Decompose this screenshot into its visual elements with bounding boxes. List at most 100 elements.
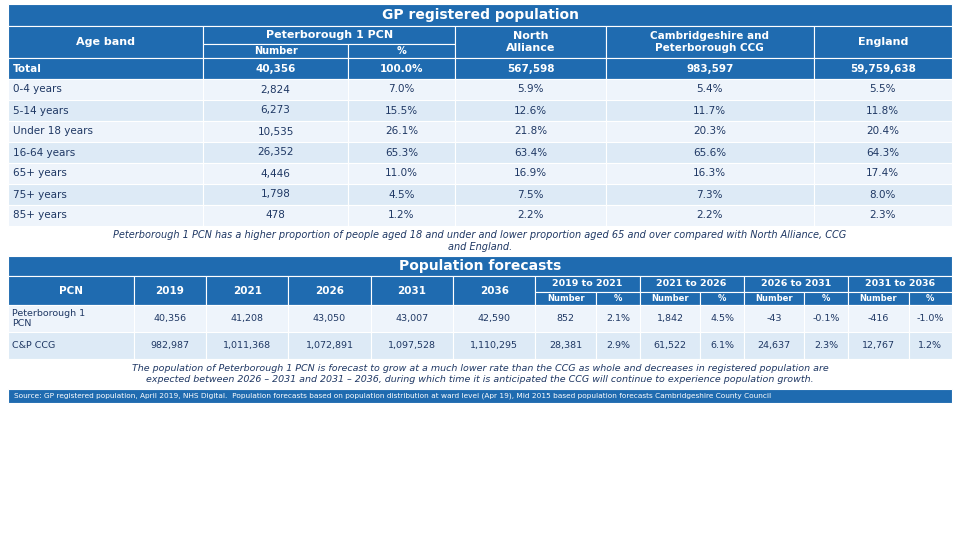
Text: 43,007: 43,007 (396, 314, 428, 323)
Text: 478: 478 (266, 211, 285, 220)
Text: 65+ years: 65+ years (13, 168, 67, 179)
Text: 2026 to 2031: 2026 to 2031 (760, 280, 831, 288)
Bar (206, 276, 288, 305)
Bar (744, 292, 804, 305)
Bar (133, 305, 206, 332)
Text: 16.3%: 16.3% (693, 168, 727, 179)
Bar (371, 332, 453, 359)
Text: 2,824: 2,824 (260, 84, 291, 94)
Bar (371, 305, 453, 332)
Bar (204, 100, 348, 121)
Text: Population forecasts: Population forecasts (398, 259, 562, 273)
Text: North
Alliance: North Alliance (506, 31, 555, 53)
Text: 16.9%: 16.9% (515, 168, 547, 179)
Bar (348, 205, 455, 226)
Text: 26.1%: 26.1% (385, 126, 419, 137)
Text: 2019 to 2021: 2019 to 2021 (552, 280, 623, 288)
Bar (453, 305, 536, 332)
Text: 100.0%: 100.0% (380, 64, 423, 73)
Bar (606, 58, 814, 79)
Bar (8, 389, 952, 403)
Bar (204, 163, 348, 184)
Bar (348, 184, 455, 205)
Bar (814, 58, 952, 79)
Text: 2.2%: 2.2% (697, 211, 723, 220)
Bar (8, 58, 204, 79)
Bar (8, 142, 204, 163)
Text: 43,050: 43,050 (313, 314, 347, 323)
Bar (744, 332, 804, 359)
Bar (455, 205, 606, 226)
Bar (639, 305, 700, 332)
Text: Number: Number (547, 294, 585, 303)
Bar (204, 26, 455, 44)
Text: 5.5%: 5.5% (870, 84, 896, 94)
Text: 8.0%: 8.0% (870, 190, 896, 199)
Text: 16-64 years: 16-64 years (13, 147, 75, 158)
Text: 40,356: 40,356 (154, 314, 186, 323)
Text: 567,598: 567,598 (507, 64, 555, 73)
Text: 63.4%: 63.4% (515, 147, 547, 158)
Text: 0-4 years: 0-4 years (13, 84, 61, 94)
Bar (455, 184, 606, 205)
Bar (348, 44, 455, 58)
Text: 11.8%: 11.8% (866, 105, 900, 116)
Text: Total: Total (13, 64, 42, 73)
Bar (804, 305, 848, 332)
Bar (8, 305, 133, 332)
Text: 12.6%: 12.6% (515, 105, 547, 116)
Bar (204, 142, 348, 163)
Text: 1,011,368: 1,011,368 (223, 341, 272, 350)
Text: 2021 to 2026: 2021 to 2026 (657, 280, 727, 288)
Bar (455, 100, 606, 121)
Text: 4,446: 4,446 (260, 168, 291, 179)
Text: 1,842: 1,842 (657, 314, 684, 323)
Text: 64.3%: 64.3% (866, 147, 900, 158)
Text: 4.5%: 4.5% (388, 190, 415, 199)
Bar (8, 26, 204, 58)
Bar (606, 100, 814, 121)
Text: Number: Number (859, 294, 897, 303)
Text: 65.3%: 65.3% (385, 147, 419, 158)
Bar (348, 121, 455, 142)
Text: 41,208: 41,208 (230, 314, 264, 323)
Text: %: % (926, 294, 934, 303)
Bar (133, 332, 206, 359)
Bar (348, 142, 455, 163)
Bar (8, 184, 204, 205)
Text: %: % (718, 294, 726, 303)
Bar (204, 205, 348, 226)
Bar (204, 79, 348, 100)
Text: Under 18 years: Under 18 years (13, 126, 93, 137)
Text: 28,381: 28,381 (549, 341, 583, 350)
Bar (744, 276, 848, 292)
Text: 42,590: 42,590 (478, 314, 511, 323)
Text: 7.5%: 7.5% (517, 190, 544, 199)
Bar (814, 205, 952, 226)
Text: 852: 852 (557, 314, 575, 323)
Bar (455, 58, 606, 79)
Text: %: % (396, 46, 406, 56)
Text: 2.3%: 2.3% (814, 341, 838, 350)
Text: 4.5%: 4.5% (710, 314, 734, 323)
Text: 7.0%: 7.0% (389, 84, 415, 94)
Bar (348, 100, 455, 121)
Text: 17.4%: 17.4% (866, 168, 900, 179)
Bar (744, 305, 804, 332)
Bar (700, 305, 744, 332)
Text: 5-14 years: 5-14 years (13, 105, 68, 116)
Text: The population of Peterborough 1 PCN is forecast to grow at a much lower rate th: The population of Peterborough 1 PCN is … (132, 364, 828, 384)
Text: Peterborough 1 PCN has a higher proportion of people aged 18 and under and lower: Peterborough 1 PCN has a higher proporti… (113, 230, 847, 252)
Bar (8, 163, 204, 184)
Bar (8, 256, 952, 276)
Bar (814, 79, 952, 100)
Bar (288, 276, 371, 305)
Bar (814, 184, 952, 205)
Bar (908, 305, 952, 332)
Bar (206, 332, 288, 359)
Bar (204, 44, 348, 58)
Text: 11.0%: 11.0% (385, 168, 418, 179)
Bar (804, 292, 848, 305)
Bar (596, 292, 639, 305)
Text: 65.6%: 65.6% (693, 147, 727, 158)
